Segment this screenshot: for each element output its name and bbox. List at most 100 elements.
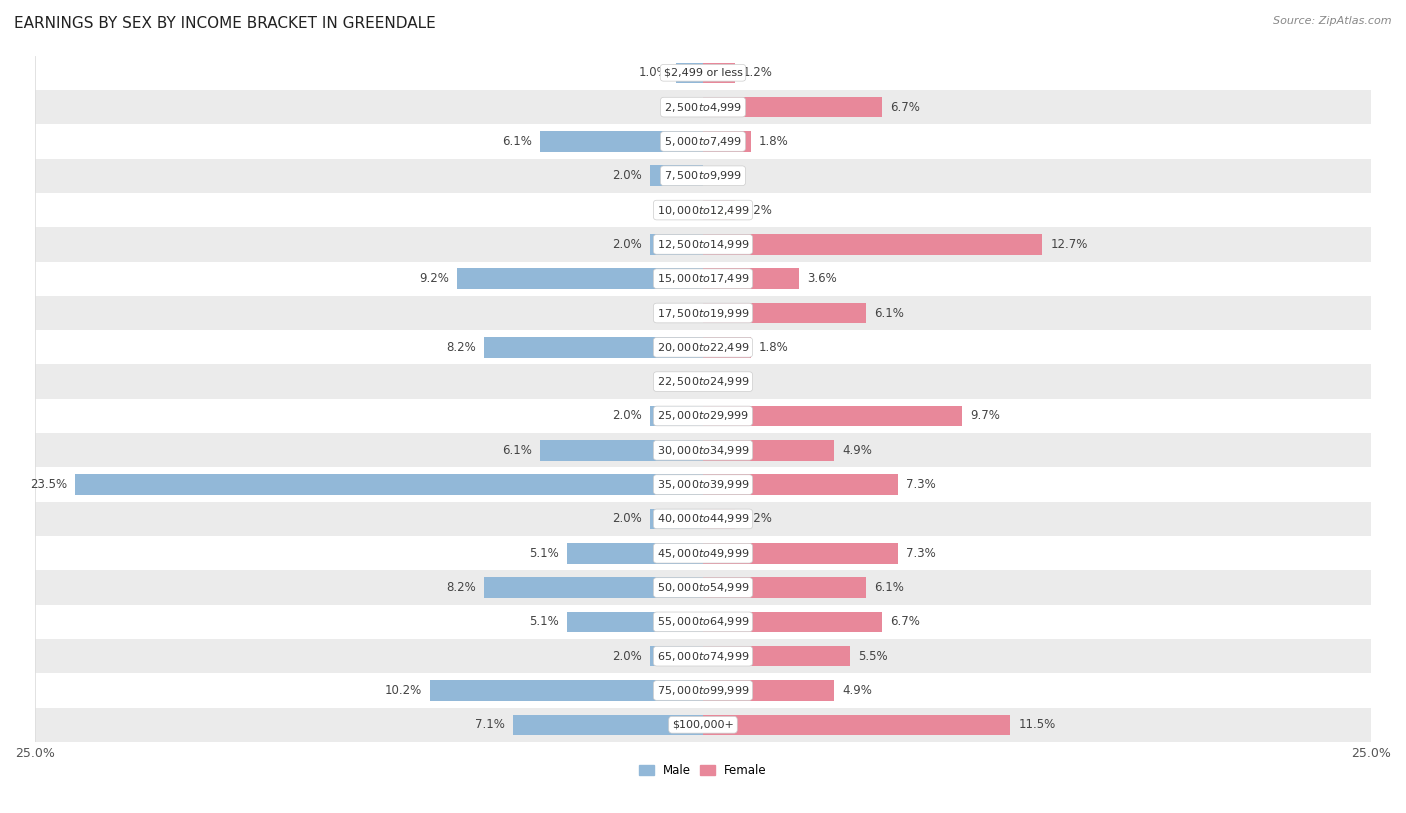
Text: $20,000 to $22,499: $20,000 to $22,499 — [657, 341, 749, 354]
Text: $45,000 to $49,999: $45,000 to $49,999 — [657, 546, 749, 559]
Text: 4.9%: 4.9% — [842, 444, 872, 457]
Text: 3.6%: 3.6% — [807, 272, 837, 285]
Bar — [35, 193, 1371, 227]
Text: 2.0%: 2.0% — [612, 410, 641, 423]
Text: 2.0%: 2.0% — [612, 650, 641, 663]
Text: EARNINGS BY SEX BY INCOME BRACKET IN GREENDALE: EARNINGS BY SEX BY INCOME BRACKET IN GRE… — [14, 16, 436, 31]
Bar — [567, 543, 703, 563]
Text: $50,000 to $54,999: $50,000 to $54,999 — [657, 581, 749, 594]
Text: 1.0%: 1.0% — [638, 67, 668, 80]
Text: 1.8%: 1.8% — [759, 135, 789, 148]
Text: 8.2%: 8.2% — [446, 581, 475, 594]
Text: $30,000 to $34,999: $30,000 to $34,999 — [657, 444, 749, 457]
Text: $100,000+: $100,000+ — [672, 720, 734, 730]
Bar — [703, 611, 882, 633]
Text: 0.0%: 0.0% — [665, 307, 695, 320]
Bar — [676, 63, 703, 83]
Text: $12,500 to $14,999: $12,500 to $14,999 — [657, 238, 749, 251]
Text: 0.0%: 0.0% — [711, 375, 741, 388]
Text: $15,000 to $17,499: $15,000 to $17,499 — [657, 272, 749, 285]
Bar — [35, 159, 1371, 193]
Text: $25,000 to $29,999: $25,000 to $29,999 — [657, 410, 749, 423]
Text: 8.2%: 8.2% — [446, 341, 475, 354]
Bar — [35, 399, 1371, 433]
Bar — [567, 611, 703, 633]
Bar — [35, 502, 1371, 536]
Text: 6.7%: 6.7% — [890, 615, 920, 628]
Text: 7.3%: 7.3% — [905, 546, 936, 559]
Text: $7,500 to $9,999: $7,500 to $9,999 — [664, 169, 742, 182]
Bar — [513, 715, 703, 735]
Bar — [35, 605, 1371, 639]
Text: 10.2%: 10.2% — [385, 684, 422, 697]
Bar — [650, 166, 703, 186]
Bar — [540, 131, 703, 152]
Bar — [703, 406, 962, 426]
Text: 4.9%: 4.9% — [842, 684, 872, 697]
Bar — [35, 639, 1371, 673]
Bar — [35, 673, 1371, 707]
Bar — [650, 234, 703, 254]
Bar — [35, 262, 1371, 296]
Text: 23.5%: 23.5% — [30, 478, 67, 491]
Text: 1.2%: 1.2% — [744, 203, 773, 216]
Bar — [35, 90, 1371, 124]
Bar — [650, 646, 703, 667]
Bar — [484, 337, 703, 358]
Bar — [35, 55, 1371, 90]
Text: 1.2%: 1.2% — [744, 67, 773, 80]
Text: 0.0%: 0.0% — [665, 375, 695, 388]
Bar — [703, 97, 882, 117]
Text: 0.0%: 0.0% — [665, 101, 695, 114]
Text: $5,000 to $7,499: $5,000 to $7,499 — [664, 135, 742, 148]
Text: $35,000 to $39,999: $35,000 to $39,999 — [657, 478, 749, 491]
Text: 0.0%: 0.0% — [665, 203, 695, 216]
Bar — [35, 571, 1371, 605]
Text: $22,500 to $24,999: $22,500 to $24,999 — [657, 375, 749, 388]
Bar — [703, 200, 735, 220]
Text: $17,500 to $19,999: $17,500 to $19,999 — [657, 307, 749, 320]
Text: $55,000 to $64,999: $55,000 to $64,999 — [657, 615, 749, 628]
Bar — [75, 474, 703, 495]
Bar — [703, 337, 751, 358]
Bar — [35, 536, 1371, 571]
Text: 2.0%: 2.0% — [612, 169, 641, 182]
Text: 11.5%: 11.5% — [1018, 719, 1056, 732]
Bar — [703, 474, 898, 495]
Bar — [650, 509, 703, 529]
Bar — [703, 131, 751, 152]
Text: $2,500 to $4,999: $2,500 to $4,999 — [664, 101, 742, 114]
Text: $2,499 or less: $2,499 or less — [664, 67, 742, 78]
Text: $40,000 to $44,999: $40,000 to $44,999 — [657, 512, 749, 525]
Bar — [35, 707, 1371, 742]
Text: 7.1%: 7.1% — [475, 719, 505, 732]
Bar — [650, 406, 703, 426]
Bar — [703, 543, 898, 563]
Text: $75,000 to $99,999: $75,000 to $99,999 — [657, 684, 749, 697]
Text: 6.7%: 6.7% — [890, 101, 920, 114]
Text: 9.7%: 9.7% — [970, 410, 1000, 423]
Bar — [35, 124, 1371, 159]
Bar — [430, 680, 703, 701]
Text: Source: ZipAtlas.com: Source: ZipAtlas.com — [1274, 16, 1392, 26]
Text: 12.7%: 12.7% — [1050, 238, 1088, 251]
Bar — [703, 302, 866, 324]
Bar — [35, 330, 1371, 364]
Legend: Male, Female: Male, Female — [640, 764, 766, 777]
Text: 5.5%: 5.5% — [858, 650, 887, 663]
Bar — [540, 440, 703, 461]
Bar — [35, 364, 1371, 399]
Text: 6.1%: 6.1% — [502, 135, 531, 148]
Bar — [35, 227, 1371, 262]
Text: 6.1%: 6.1% — [502, 444, 531, 457]
Text: 2.0%: 2.0% — [612, 238, 641, 251]
Text: 6.1%: 6.1% — [875, 581, 904, 594]
Bar — [703, 268, 799, 289]
Bar — [703, 646, 851, 667]
Text: 9.2%: 9.2% — [419, 272, 449, 285]
Text: 0.0%: 0.0% — [711, 169, 741, 182]
Text: $10,000 to $12,499: $10,000 to $12,499 — [657, 203, 749, 216]
Bar — [35, 433, 1371, 467]
Bar — [703, 509, 735, 529]
Bar — [703, 440, 834, 461]
